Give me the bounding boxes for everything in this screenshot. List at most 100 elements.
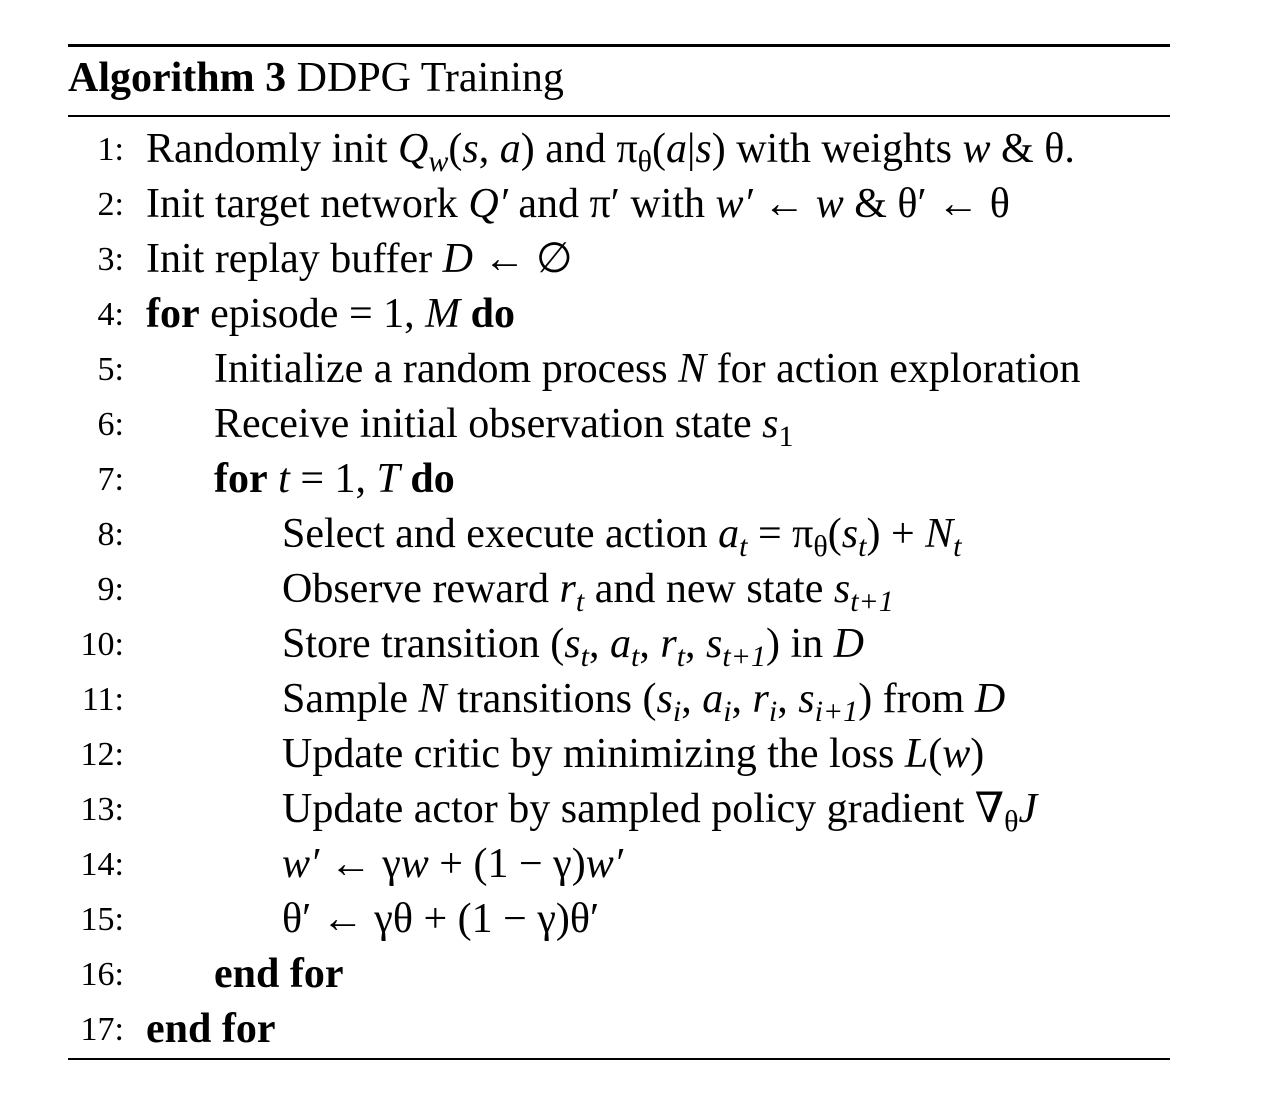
line-segment: for (214, 456, 268, 502)
line-segment: t (739, 530, 748, 563)
line-segment: ( (827, 511, 842, 557)
line-segment: J (1018, 786, 1038, 832)
line-segment: N (678, 346, 707, 392)
line-segment: ) with weights (711, 126, 963, 172)
line-segment: , (681, 676, 703, 722)
line-segment: s (706, 621, 723, 667)
line-segment: , (731, 676, 753, 722)
line-number: 13: (80, 791, 124, 828)
line-segment: θ (1004, 805, 1019, 838)
line-segment: Observe reward (282, 566, 560, 612)
line-number: 9: (97, 571, 124, 608)
line-content: w′ ← γw + (1 − γ)w′ (282, 837, 623, 892)
line-segment: 1 (778, 420, 794, 453)
line-segment: N (925, 511, 954, 557)
algorithm-line: 11: Sample N transitions (si, ai, ri, si+… (68, 672, 1198, 727)
algorithm-line: 13: Update actor by sampled policy gradie… (68, 782, 1198, 837)
line-segment: ) and π (520, 126, 638, 172)
line-segment: do (410, 456, 455, 502)
algorithm-line: 8: Select and execute action at = πθ(st) … (68, 507, 1198, 562)
line-segment: M (425, 291, 461, 337)
line-segment: i (672, 695, 682, 728)
algorithm-line: 10: Store transition (st, at, rt, st+1) i… (68, 617, 1198, 672)
line-number: 10: (80, 626, 124, 663)
line-segment: | (686, 126, 696, 172)
line-segment: Q′ (468, 181, 508, 227)
line-segment: Select and execute action (282, 511, 719, 557)
line-segment: ) from (858, 676, 975, 722)
line-segment: , (777, 676, 799, 722)
algorithm-lines: 1: Randomly init Qw(s, a) and πθ(a|s) wit… (68, 122, 1198, 1057)
line-segment: t (858, 530, 867, 563)
line-segment: do (470, 291, 515, 337)
line-content: θ′ ← γθ + (1 − γ)θ′ (282, 892, 599, 947)
line-segment: r (660, 621, 677, 667)
line-segment: L (904, 731, 929, 777)
line-segment: end for (146, 1006, 276, 1052)
line-segment: Q (398, 126, 429, 172)
line-segment: Receive initial observation state (214, 401, 763, 447)
line-segment: for action exploration (706, 346, 1081, 392)
line-content: Randomly init Qw(s, a) and πθ(a|s) with … (146, 122, 1075, 177)
algorithm-line: 5: Initialize a random process N for acti… (68, 342, 1198, 397)
line-segment: end for (214, 951, 344, 997)
algorithm-line: 2: Init target network Q′ and π′ with w′ … (68, 177, 1198, 232)
line-number: 5: (97, 351, 124, 388)
algorithm-line: 6: Receive initial observation state s1 (68, 397, 1198, 452)
line-segment (268, 456, 279, 502)
line-segment: ) + (866, 511, 926, 557)
algorithm-line: 3: Init replay buffer D ← ∅ (68, 232, 1198, 287)
line-segment: and new state (584, 566, 834, 612)
line-number: 14: (80, 846, 124, 883)
line-segment: Update critic by minimizing the loss (282, 731, 905, 777)
line-number: 17: (80, 1011, 124, 1048)
line-segment: s (833, 566, 851, 612)
line-segment: + (1 − γ) (428, 841, 586, 887)
line-number: 8: (97, 516, 124, 553)
line-segment: & θ′ ← θ (843, 181, 1010, 227)
line-segment: , (589, 621, 610, 667)
algorithm-line: 7: for t = 1, T do (68, 452, 1198, 507)
line-segment: , (478, 126, 500, 172)
algorithm-line: 17: end for (68, 1002, 1198, 1057)
line-segment: w (962, 126, 991, 172)
algorithm-caption: Algorithm 3 DDPG Training (68, 53, 1170, 103)
line-segment: ) (970, 731, 985, 777)
line-segment: and π′ with (507, 181, 716, 227)
line-segment: w (400, 841, 429, 887)
caption-rule (68, 115, 1170, 117)
algorithm-line: 9: Observe reward rt and new state st+1 (68, 562, 1198, 617)
line-segment: episode = 1, (199, 291, 426, 337)
algorithm-line: 4: for episode = 1, M do (68, 287, 1198, 342)
line-number: 15: (80, 901, 124, 938)
line-number: 6: (97, 406, 124, 443)
line-segment: Store transition ( (282, 621, 565, 667)
line-segment: a (610, 621, 631, 667)
line-content: Receive initial observation state s1 (214, 397, 794, 452)
algorithm-line: 1: Randomly init Qw(s, a) and πθ(a|s) wit… (68, 122, 1198, 177)
line-segment: ( (448, 126, 463, 172)
line-number: 1: (97, 131, 124, 168)
line-content: Sample N transitions (si, ai, ri, si+1) … (282, 672, 1005, 727)
line-segment: N (418, 676, 447, 722)
bottom-rule (68, 1058, 1170, 1060)
line-segment: t (580, 640, 589, 673)
line-segment: , (639, 621, 661, 667)
line-segment: s (695, 126, 712, 172)
line-number: 7: (97, 461, 124, 498)
line-segment: r (559, 566, 576, 612)
line-segment: ← ∅ (472, 236, 573, 282)
line-segment (460, 291, 471, 337)
line-segment: w′ (282, 841, 320, 887)
line-segment: t (953, 530, 962, 563)
line-content: Store transition (st, at, rt, st+1) in D (282, 617, 864, 672)
line-content: Init target network Q′ and π′ with w′ ← … (146, 177, 1010, 232)
line-segment: s (564, 621, 581, 667)
line-segment: i (768, 695, 778, 728)
line-segment: a (665, 126, 687, 172)
line-segment (400, 456, 411, 502)
line-segment: = 1, (289, 456, 377, 502)
line-segment: Init replay buffer (146, 236, 443, 282)
line-content: end for (214, 947, 344, 1002)
line-segment: Sample (282, 676, 419, 722)
